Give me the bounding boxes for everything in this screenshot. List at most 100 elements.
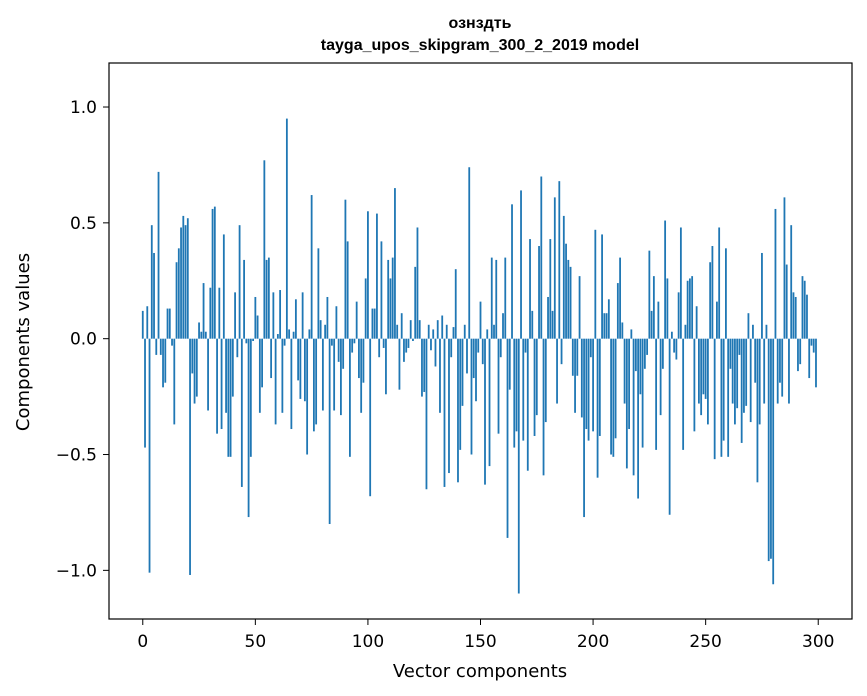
bar [373,308,376,339]
bar [648,250,651,339]
bar [585,338,588,430]
bar [209,287,212,339]
bar [668,338,671,515]
bar [472,338,475,379]
bar [171,338,173,346]
bar [312,338,315,432]
y-tick-label: 0.0 [70,330,97,350]
bar [542,338,545,476]
bar [569,266,572,339]
bar [580,338,583,418]
bar [315,338,318,425]
bar [700,338,703,416]
bar [146,306,149,339]
bar [193,338,196,404]
bar [450,338,453,358]
bar [596,338,599,478]
bar [562,215,565,339]
bar [792,292,795,339]
bar [380,241,383,339]
y-tick-label: 0.5 [70,214,97,234]
bar [436,320,439,339]
bar [495,259,498,339]
bar [646,338,649,355]
bar [333,338,336,411]
bar [457,338,459,483]
y-tick-label: −0.5 [56,446,97,466]
bar [276,334,279,339]
bar [231,338,234,397]
bar [508,338,511,390]
bar [601,234,603,339]
bar [157,171,160,339]
bar [641,338,644,448]
x-tick-label: 50 [245,632,267,652]
plot-area-frame [108,62,853,620]
bar [502,313,504,339]
bar [533,338,536,436]
x-axis-label: Vector components [393,661,567,682]
bar [321,338,324,411]
bar [632,338,635,476]
bar [743,338,745,413]
bar [788,338,790,404]
bar [387,259,390,339]
bar [806,294,808,339]
bar [785,264,788,339]
bar [148,338,151,573]
bar [565,243,567,339]
bar [752,324,754,339]
bar [267,257,270,339]
bar [589,338,592,358]
bar [162,338,164,388]
bar [607,299,610,339]
bar [722,338,725,441]
bar [477,338,480,353]
bar [470,338,473,455]
bar [236,338,239,358]
y-axis-ticks: −1.0 −0.5 0.0 0.5 1.0 [56,98,109,581]
bar [443,338,446,487]
bar [362,338,365,383]
bar [756,338,759,483]
bar [409,320,412,339]
bar [520,190,522,339]
x-tick-label: 100 [352,632,384,652]
bar [637,338,640,499]
bar [414,266,417,339]
bar [772,338,775,585]
bar [430,338,432,351]
bar [594,229,597,339]
bar [328,338,331,525]
bar [288,329,291,339]
bar [261,338,263,388]
bar [587,338,590,441]
bar [468,167,471,339]
bar [553,197,556,339]
bar [207,338,209,411]
bar [432,329,435,339]
bar [578,276,581,339]
bar [767,338,770,562]
bar [628,338,630,430]
bar [659,338,662,416]
bar [258,338,261,413]
bar [684,324,687,339]
y-tick-label: 1.0 [70,98,97,118]
bar [517,338,520,594]
x-axis-ticks: 0 50 100 150 200 250 300 [137,619,834,652]
bar [488,338,491,467]
bar [360,338,363,413]
bar [454,269,457,339]
bar [598,338,601,436]
bar [574,338,576,413]
bar [650,310,653,339]
bar [213,206,216,339]
bar [425,338,428,490]
bar [623,338,626,404]
bar [247,338,250,518]
bar [331,338,333,346]
bar [558,181,561,339]
bar [688,278,691,339]
bar [265,259,268,339]
